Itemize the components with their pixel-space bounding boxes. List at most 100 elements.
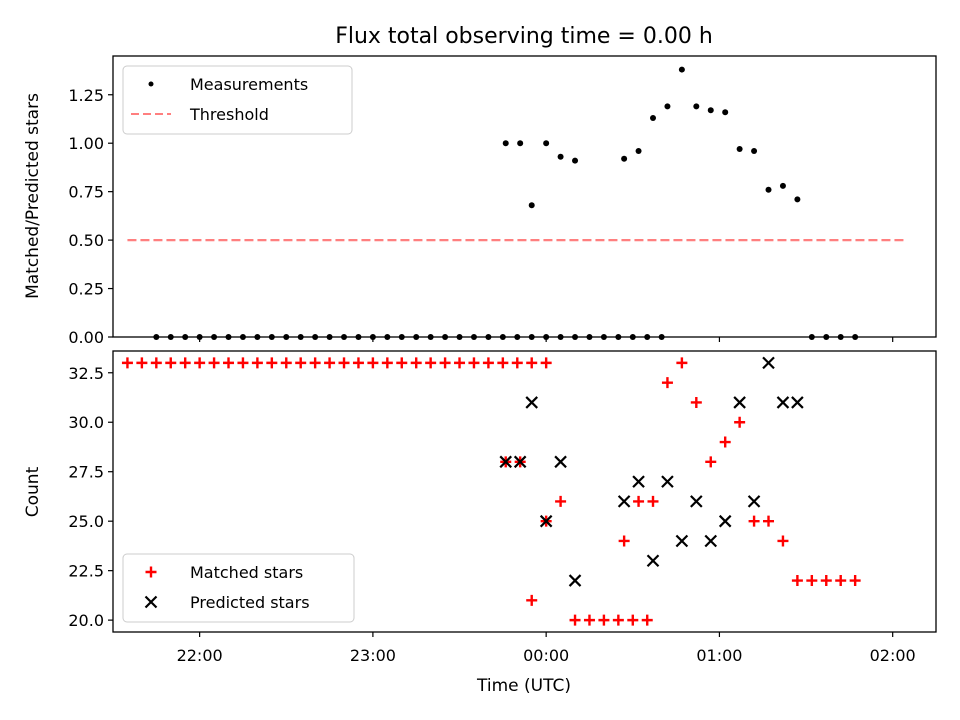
data-point <box>502 140 509 147</box>
data-point <box>338 357 350 369</box>
legend-x-marker <box>144 595 158 609</box>
y-tick-label: 22.5 <box>68 562 104 581</box>
legend-label: Measurements <box>190 75 308 94</box>
data-point <box>324 357 336 369</box>
data-point <box>736 146 743 153</box>
data-point <box>718 514 732 528</box>
data-point <box>179 357 191 369</box>
data-point <box>396 357 408 369</box>
data-point <box>650 115 657 122</box>
legend-plus-marker <box>145 566 157 578</box>
axes-frame <box>112 55 937 338</box>
data-point <box>641 614 653 626</box>
data-point <box>806 575 818 587</box>
data-point <box>511 357 523 369</box>
data-point <box>540 357 552 369</box>
data-point <box>194 357 206 369</box>
legend-label: Threshold <box>189 105 269 124</box>
data-point <box>849 575 861 587</box>
data-point <box>627 614 639 626</box>
data-point <box>646 554 660 568</box>
y-tick-label: 0.50 <box>68 231 104 250</box>
data-point <box>747 495 761 508</box>
data-point <box>618 535 630 547</box>
count-panel: 20.0 22.5 25.0 27.5 30.0 32.5 22:00 23:00 00:00 0… <box>68 350 937 665</box>
x-tick-label: 00:00 <box>523 646 569 665</box>
y-tick-label: 30.0 <box>68 413 104 432</box>
y-tick-label: 1.25 <box>68 86 104 105</box>
bottom-ylabel: Count <box>23 466 43 517</box>
y-tick-label: 32.5 <box>68 364 104 383</box>
data-point <box>352 357 364 369</box>
data-point <box>121 357 133 369</box>
data-point <box>751 147 758 154</box>
data-point <box>763 515 775 527</box>
data-point <box>528 202 535 209</box>
series-predicted-stars <box>499 356 804 587</box>
data-point <box>762 356 775 370</box>
data-point <box>165 357 177 369</box>
data-point <box>621 155 628 162</box>
data-point <box>647 495 659 507</box>
data-point <box>543 140 550 147</box>
data-point <box>569 614 581 626</box>
data-point <box>777 535 789 547</box>
data-point <box>676 357 688 369</box>
data-point <box>583 614 595 626</box>
data-point <box>223 357 235 369</box>
data-point <box>526 594 538 606</box>
legend-box <box>122 65 353 135</box>
data-point <box>693 103 700 110</box>
legend: Measurements Threshold <box>122 65 353 135</box>
y-tick-label: 0.75 <box>68 183 104 202</box>
legend-label: Matched stars <box>190 563 303 582</box>
data-point <box>468 357 480 369</box>
data-point <box>557 153 564 160</box>
data-point <box>791 575 803 587</box>
data-point <box>439 357 451 369</box>
data-point <box>526 357 538 369</box>
data-point <box>555 495 567 507</box>
x-tick-label: 23:00 <box>350 646 396 665</box>
data-point <box>280 357 292 369</box>
data-point <box>410 357 422 369</box>
data-point <box>661 475 674 488</box>
data-point <box>237 357 249 369</box>
data-point <box>722 109 729 116</box>
data-point <box>554 455 567 469</box>
data-point <box>150 357 162 369</box>
data-point <box>266 357 278 369</box>
data-point <box>251 357 263 369</box>
xlabel: Time (UTC) <box>476 676 571 696</box>
data-point <box>776 396 790 409</box>
data-point <box>612 614 624 626</box>
ratio-panel: 0.00 0.25 0.50 0.75 1.00 1.25 Measurements Thre… <box>68 55 937 347</box>
data-point <box>705 456 717 468</box>
data-point <box>381 357 393 369</box>
data-point <box>425 357 437 369</box>
data-point <box>617 495 631 508</box>
legend-dot-marker <box>148 81 154 87</box>
chart-title: Flux total observing time = 0.00 h <box>335 24 713 49</box>
x-tick-label: 01:00 <box>696 646 742 665</box>
axes-frame <box>112 350 937 633</box>
data-point <box>295 357 307 369</box>
x-tick-label: 02:00 <box>870 646 916 665</box>
data-point <box>690 396 702 408</box>
data-point <box>678 66 685 73</box>
data-point <box>635 147 642 154</box>
legend: Matched stars Predicted stars <box>122 553 355 623</box>
data-point <box>568 574 582 587</box>
legend-box <box>122 553 355 623</box>
data-point <box>664 103 671 110</box>
data-point <box>791 396 804 409</box>
y-tick-label: 1.00 <box>68 134 104 153</box>
data-point <box>675 534 689 548</box>
data-point <box>733 396 746 409</box>
y-tick-label: 25.0 <box>68 512 104 531</box>
data-point <box>734 416 746 428</box>
data-point <box>482 357 494 369</box>
data-point <box>208 357 220 369</box>
y-tick-label: 0.00 <box>68 328 104 347</box>
